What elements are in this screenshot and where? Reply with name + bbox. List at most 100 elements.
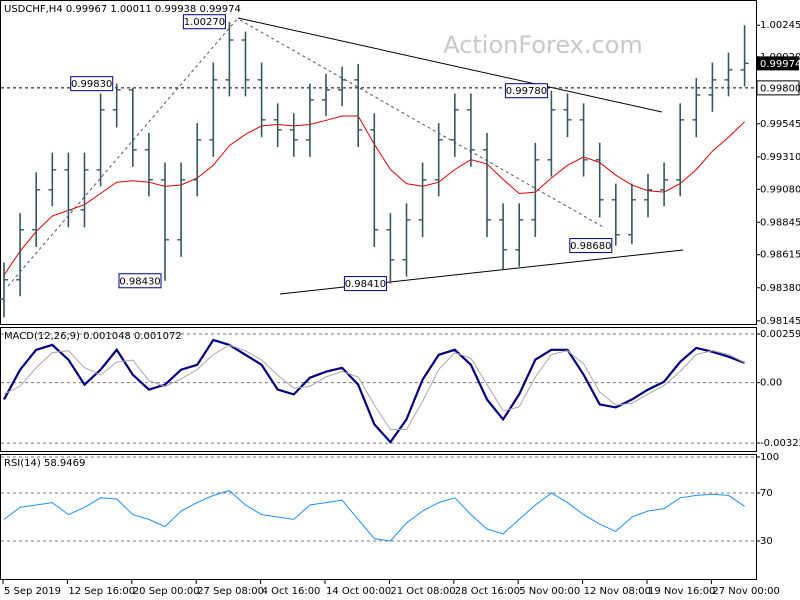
ohlc-bar bbox=[724, 52, 733, 97]
y-tick-label: 0.98145 bbox=[760, 316, 800, 327]
y-tick-label: 0.98845 bbox=[760, 217, 800, 228]
y-tick-label: 0.99545 bbox=[760, 119, 800, 130]
ohlc-bar bbox=[660, 162, 669, 207]
x-tick-label: 5 Sep 2019 bbox=[4, 586, 61, 597]
ohlc-bar bbox=[112, 83, 121, 128]
ohlc-bar bbox=[177, 162, 186, 257]
ohlc-bar bbox=[402, 203, 411, 277]
x-tick-label: 21 Oct 08:00 bbox=[390, 586, 455, 597]
y-tick-label: -0.003221 bbox=[760, 438, 800, 449]
level-box bbox=[756, 80, 800, 96]
ohlc-bar bbox=[128, 87, 137, 167]
ohlc-bar bbox=[434, 123, 443, 197]
ohlc-bar bbox=[322, 73, 330, 117]
ohlc-bar bbox=[257, 62, 266, 138]
annotation-label: 0.98410 bbox=[345, 279, 386, 290]
ohlc-bar bbox=[80, 152, 89, 228]
indicator-line bbox=[3, 490, 745, 542]
ohlc-bar bbox=[225, 21, 234, 97]
indicator-line bbox=[3, 344, 745, 430]
macd-panel-frame bbox=[0, 327, 757, 452]
y-tick-label: 0.99080 bbox=[760, 184, 800, 195]
ohlc-bar bbox=[611, 183, 620, 246]
x-tick-label: 27 Sep 08:00 bbox=[197, 586, 264, 597]
x-tick-label: 28 Oct 16:00 bbox=[455, 586, 520, 597]
ohlc-bar bbox=[273, 103, 282, 148]
ohlc-bar bbox=[499, 203, 508, 270]
ohlc-bar bbox=[708, 62, 717, 112]
trendline bbox=[239, 19, 606, 229]
y-tick-label: 1.00245 bbox=[760, 20, 800, 31]
y-tick-label: 0.98615 bbox=[760, 250, 800, 261]
x-tick-label: 20 Sep 00:00 bbox=[133, 586, 200, 597]
annotation-box bbox=[182, 14, 226, 30]
ohlc-bar bbox=[692, 78, 701, 138]
ohlc-bar bbox=[32, 172, 41, 247]
ohlc-bar bbox=[0, 262, 8, 318]
annotation-label: 1.00270 bbox=[184, 17, 225, 28]
ohlc-bar bbox=[579, 103, 588, 177]
x-tick-label: 19 Nov 16:00 bbox=[648, 586, 715, 597]
last-price-box bbox=[757, 56, 799, 71]
y-tick-label: 100 bbox=[760, 452, 779, 463]
annotation-label: 0.98680 bbox=[570, 241, 611, 252]
ohlc-bar bbox=[483, 132, 491, 238]
ohlc-bar bbox=[450, 93, 459, 157]
x-tick-label: 14 Oct 00:00 bbox=[326, 586, 391, 597]
x-tick-label: 4 Oct 16:00 bbox=[262, 586, 321, 597]
ohlc-bar bbox=[531, 142, 540, 238]
ohlc-bar bbox=[563, 93, 572, 138]
y-tick-label: 0.99310 bbox=[760, 152, 800, 163]
ohlc-bar bbox=[209, 62, 218, 157]
x-tick-label: 5 Nov 00:00 bbox=[519, 586, 580, 597]
price-panel-frame bbox=[0, 0, 757, 325]
y-tick-label: 0.98380 bbox=[760, 283, 800, 294]
ohlc-bar bbox=[193, 123, 202, 197]
ohlc-bar bbox=[16, 213, 25, 297]
ohlc-bar bbox=[64, 152, 73, 228]
ohlc-bar bbox=[241, 31, 250, 97]
ohlc-bar bbox=[676, 103, 685, 197]
rsi-title: RSI(14) 58.9469 bbox=[4, 458, 85, 469]
ohlc-bar bbox=[740, 25, 749, 87]
last-price-label: 0.99974 bbox=[760, 59, 800, 70]
annotation-box bbox=[504, 83, 548, 99]
ohlc-bar bbox=[338, 66, 347, 107]
annotation-label: 0.99830 bbox=[71, 79, 112, 90]
annotation-box bbox=[569, 238, 613, 254]
ohlc-bar bbox=[644, 173, 652, 218]
price-title: USDCHF,H4 0.99967 1.00011 0.99938 0.9997… bbox=[4, 4, 241, 15]
annotation-box bbox=[343, 276, 387, 292]
x-tick-label: 12 Nov 08:00 bbox=[584, 586, 651, 597]
annotation-label: 0.99780 bbox=[506, 86, 547, 97]
trendline bbox=[7, 17, 239, 287]
ohlc-bar bbox=[305, 83, 314, 157]
x-tick-label: 12 Sep 16:00 bbox=[68, 586, 135, 597]
watermark: ActionForex.com bbox=[443, 31, 643, 59]
ohlc-bar bbox=[515, 203, 524, 267]
ohlc-bar bbox=[547, 90, 556, 177]
ohlc-bar bbox=[466, 93, 475, 167]
ohlc-bar bbox=[627, 183, 636, 245]
ohlc-bar bbox=[161, 162, 169, 281]
level-label: 0.99800 bbox=[760, 83, 800, 94]
ohlc-bar bbox=[354, 63, 363, 148]
ohlc-bar bbox=[370, 113, 379, 247]
annotation-box bbox=[118, 273, 162, 289]
ohlc-bar bbox=[386, 213, 395, 284]
y-tick-label: 30 bbox=[760, 536, 773, 547]
x-tick-label: 27 Nov 00:00 bbox=[712, 586, 779, 597]
annotation-label: 0.98430 bbox=[119, 276, 160, 287]
ohlc-bar bbox=[96, 93, 105, 187]
y-tick-label: 70 bbox=[760, 488, 773, 499]
ohlc-bar bbox=[144, 132, 153, 197]
y-tick-label: 0.00 bbox=[760, 378, 782, 389]
ohlc-bar bbox=[289, 113, 298, 157]
annotation-box bbox=[70, 76, 114, 92]
rsi-panel-frame bbox=[0, 454, 757, 580]
ohlc-bar bbox=[595, 142, 604, 218]
trendline bbox=[237, 17, 663, 113]
y-tick-label: 0.00259 bbox=[760, 329, 800, 340]
